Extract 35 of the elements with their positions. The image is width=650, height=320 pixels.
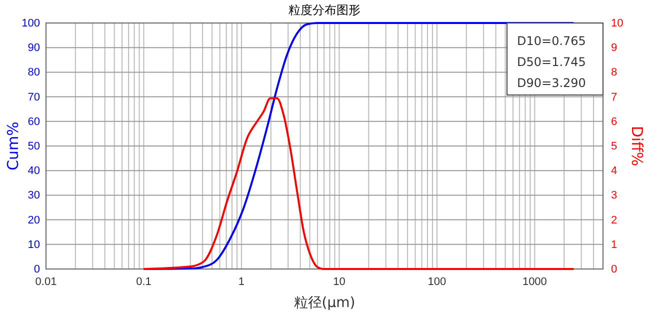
y-tick-label: 50 [28, 140, 40, 153]
y2-tick-label: 1 [611, 238, 618, 251]
y-tick-label: 80 [28, 66, 40, 79]
y2-tick-label: 8 [611, 66, 618, 79]
y-tick-label: 40 [28, 165, 40, 178]
y2-tick-label: 9 [611, 42, 618, 54]
y2-tick-label: 3 [611, 190, 618, 202]
annotation: D10=0.765 [517, 34, 586, 48]
x-axis-title: 粒径(μm) [294, 295, 356, 311]
y2-axis-title: Diff% [628, 126, 646, 166]
annotation: D90=3.290 [517, 76, 586, 90]
y-tick-label: 100 [22, 18, 40, 30]
y-tick-label: 30 [28, 190, 40, 202]
x-tick-label: 1000 [522, 276, 547, 288]
y-tick-label: 0 [34, 264, 40, 276]
y2-tick-label: 2 [611, 214, 618, 226]
y2-tick-label: 5 [611, 140, 618, 153]
y2-tick-label: 7 [611, 91, 618, 104]
y-tick-label: 20 [28, 214, 40, 226]
x-tick-label: 100 [428, 276, 446, 288]
annotation: D50=1.745 [517, 55, 586, 69]
y2-tick-label: 0 [611, 264, 618, 276]
y-tick-label: 70 [28, 91, 40, 104]
y2-tick-label: 6 [611, 116, 618, 128]
x-tick-label: 10 [333, 276, 346, 288]
y2-tick-label: 10 [611, 18, 624, 30]
y-tick-label: 10 [28, 238, 40, 251]
y-axis-title: Cum% [4, 122, 22, 170]
x-tick-label: 0.01 [35, 276, 57, 288]
x-tick-label: 0.1 [136, 276, 152, 288]
y-tick-label: 60 [28, 116, 40, 128]
x-tick-label: 1 [238, 276, 245, 288]
chart-title: 粒度分布图形 [288, 3, 360, 17]
y2-tick-label: 4 [611, 165, 618, 178]
y-tick-label: 90 [28, 42, 40, 54]
